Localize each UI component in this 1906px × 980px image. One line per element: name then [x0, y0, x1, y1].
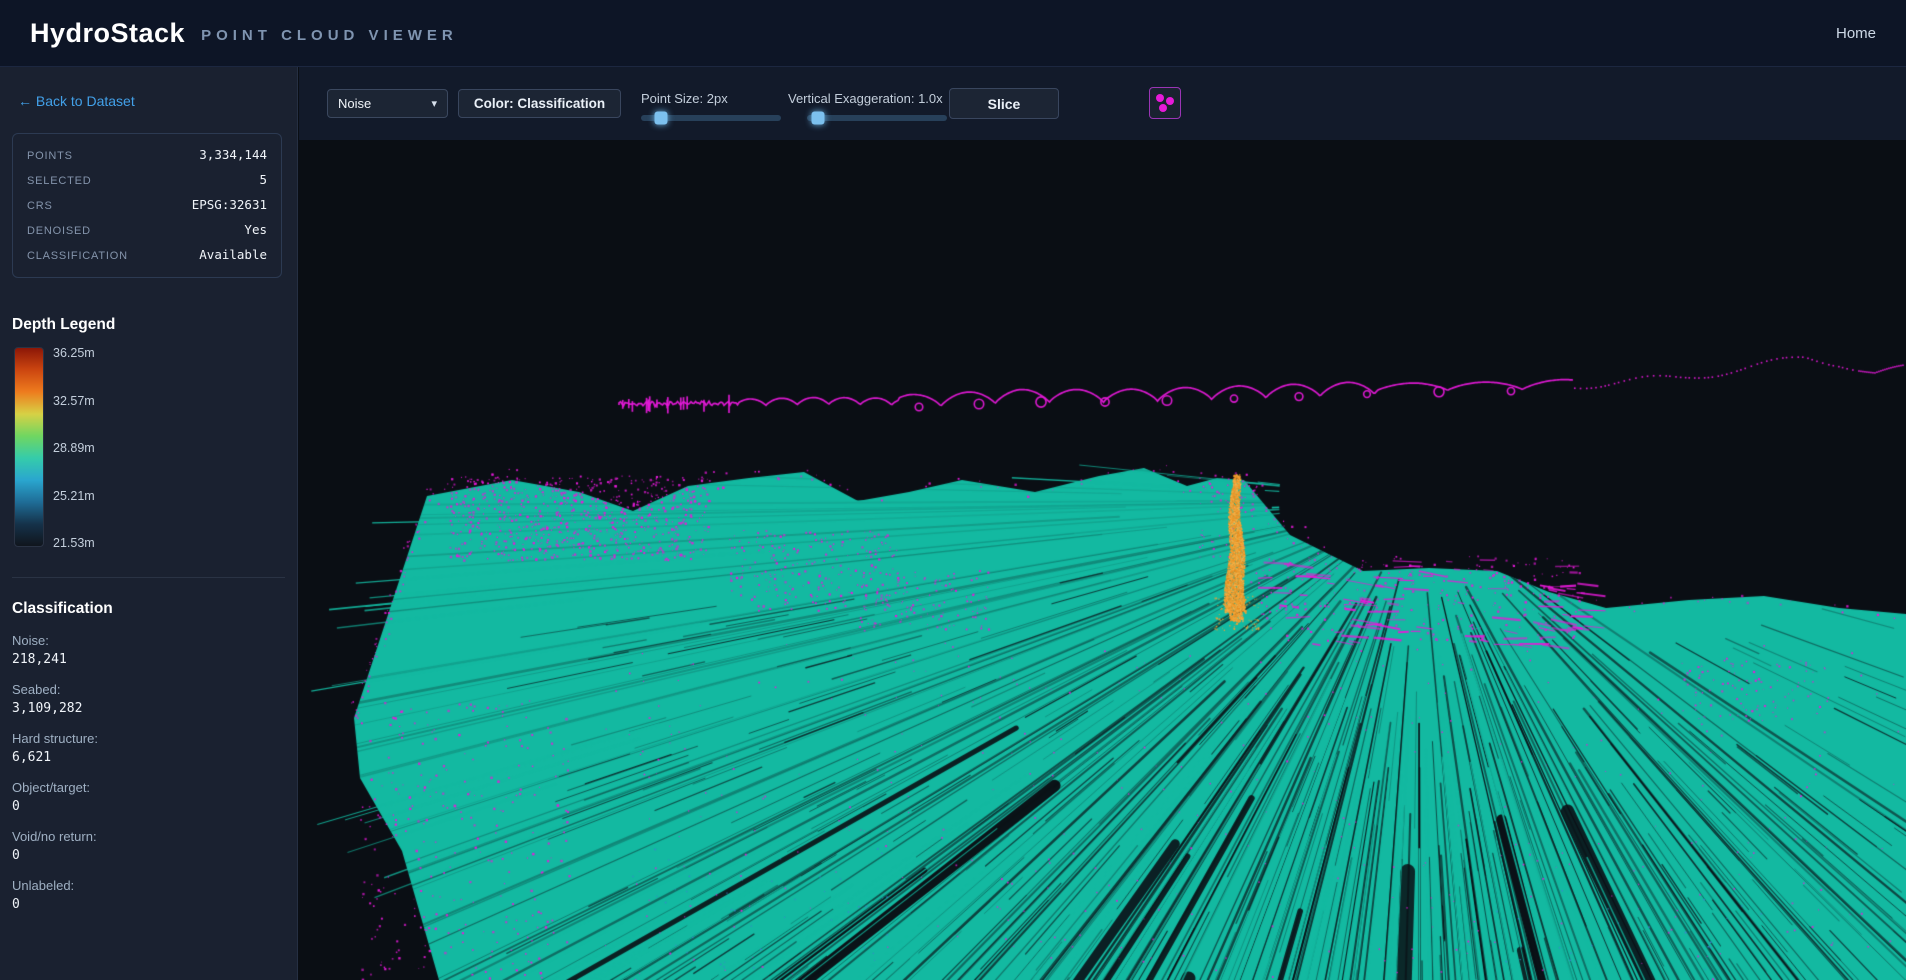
class-label: Noise:	[12, 633, 297, 648]
app-header: HydroStack POINT CLOUD VIEWER Home	[0, 0, 1906, 67]
class-label: Void/no return:	[12, 829, 297, 844]
legend-tick: 25.21m	[53, 490, 95, 502]
legend-tick: 36.25m	[53, 347, 95, 359]
info-row-selected: SELECTED 5	[27, 172, 267, 187]
dataset-info-panel: POINTS 3,334,144 SELECTED 5 CRS EPSG:326…	[12, 133, 282, 278]
vertical-exaggeration-control: Vertical Exaggeration: 1.0x	[788, 91, 948, 121]
legend-tick: 32.57m	[53, 395, 95, 407]
class-count: 0	[12, 897, 297, 912]
class-item-hard-structure: Hard structure: 6,621	[12, 731, 297, 765]
info-label: CRS	[27, 200, 53, 212]
info-value: 3,334,144	[199, 147, 267, 162]
point-size-slider-thumb[interactable]	[654, 112, 667, 125]
color-mode-button[interactable]: Color: Classification	[458, 89, 621, 118]
legend-tick: 21.53m	[53, 537, 95, 549]
points-icon	[1166, 97, 1174, 105]
sidebar: ← Back to Dataset POINTS 3,334,144 SELEC…	[0, 67, 298, 980]
class-label: Seabed:	[12, 682, 297, 697]
point-size-label: Point Size: 2px	[641, 91, 783, 106]
point-cloud-canvas[interactable]	[299, 140, 1906, 980]
class-item-unlabeled: Unlabeled: 0	[12, 878, 297, 912]
nav-home-link[interactable]: Home	[1836, 25, 1876, 42]
class-item-noise: Noise: 218,241	[12, 633, 297, 667]
back-to-dataset-link[interactable]: ← Back to Dataset	[18, 93, 297, 109]
info-value: 5	[259, 172, 267, 187]
depth-legend-title: Depth Legend	[12, 316, 297, 334]
class-count: 6,621	[12, 750, 297, 765]
class-label: Unlabeled:	[12, 878, 297, 893]
chevron-down-icon: ▾	[431, 97, 437, 110]
app-title: HydroStack	[30, 18, 185, 49]
depth-colorbar	[14, 347, 44, 547]
class-label: Object/target:	[12, 780, 297, 795]
class-count: 0	[12, 799, 297, 814]
class-filter-select[interactable]: Noise ▾	[327, 89, 448, 118]
class-count: 0	[12, 848, 297, 863]
depth-legend: 36.25m 32.57m 28.89m 25.21m 21.53m	[14, 347, 297, 549]
info-label: POINTS	[27, 150, 73, 162]
app-subtitle: POINT CLOUD VIEWER	[201, 23, 458, 44]
info-value: Available	[199, 247, 267, 262]
points-icon	[1156, 94, 1164, 102]
info-label: SELECTED	[27, 175, 91, 187]
vertical-exaggeration-slider[interactable]	[807, 115, 947, 121]
class-item-seabed: Seabed: 3,109,282	[12, 682, 297, 716]
legend-tick: 28.89m	[53, 442, 95, 454]
vertical-exaggeration-label: Vertical Exaggeration: 1.0x	[788, 91, 948, 106]
points-tool-button[interactable]	[1149, 87, 1181, 119]
classification-title: Classification	[12, 600, 297, 618]
point-size-control: Point Size: 2px	[641, 91, 783, 121]
class-count: 3,109,282	[12, 701, 297, 716]
info-row-denoised: DENOISED Yes	[27, 222, 267, 237]
info-row-crs: CRS EPSG:32631	[27, 197, 267, 212]
info-value: EPSG:32631	[192, 197, 267, 212]
class-label: Hard structure:	[12, 731, 297, 746]
class-count: 218,241	[12, 652, 297, 667]
class-item-void: Void/no return: 0	[12, 829, 297, 863]
point-cloud-viewport	[299, 140, 1906, 980]
info-row-points: POINTS 3,334,144	[27, 147, 267, 162]
info-label: DENOISED	[27, 225, 91, 237]
viewer-toolbar: Noise ▾ Color: Classification Point Size…	[299, 67, 1906, 140]
info-row-classification: CLASSIFICATION Available	[27, 247, 267, 262]
sidebar-divider	[12, 577, 285, 578]
depth-legend-ticks: 36.25m 32.57m 28.89m 25.21m 21.53m	[53, 347, 95, 549]
info-value: Yes	[244, 222, 267, 237]
points-icon	[1159, 104, 1167, 112]
class-item-object-target: Object/target: 0	[12, 780, 297, 814]
slice-button[interactable]: Slice	[949, 88, 1059, 119]
info-label: CLASSIFICATION	[27, 250, 128, 262]
class-filter-value: Noise	[338, 96, 371, 111]
point-size-slider[interactable]	[641, 115, 781, 121]
vertical-exaggeration-slider-thumb[interactable]	[812, 112, 825, 125]
